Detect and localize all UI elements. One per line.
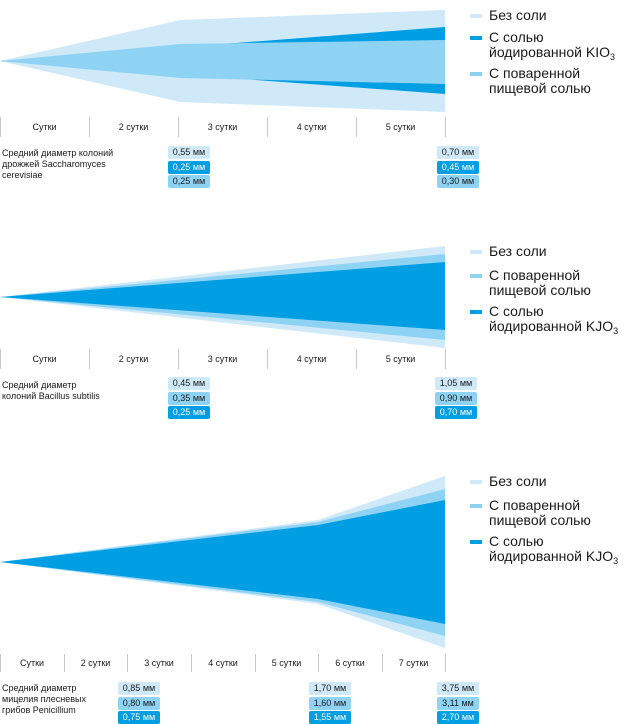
legend-swatch [470,480,482,484]
legend-label: С поваренной пищевой солью [489,65,591,96]
legend-item: Без соли [470,244,636,259]
x-tick-label: 5 сутки [385,122,416,132]
value-label: 3,11 мм [437,696,479,710]
x-tick-label: 4 сутки [296,122,327,132]
legend-swatch [470,274,482,278]
legend-item: Без соли [470,8,636,23]
value-label: 3,75 мм [437,682,479,695]
value-label: 1,70 мм [309,682,351,695]
legend-label: С поваренной пищевой солью [489,497,591,528]
value-label: 0,75 мм [118,711,160,724]
legend-item: Без соли [470,474,636,489]
legend-item: С солью йодированной KJO3 [470,534,636,569]
value-label: 0,35 мм [168,391,210,405]
legend-label: Без соли [489,473,547,489]
x-tick-label: 3 сутки [207,122,238,132]
value-label: 1,05 мм [435,377,477,390]
legend-label: С поваренной пищевой солью [489,267,591,298]
chart-caption: Средний диаметр колоний дрожжей Saccharo… [2,148,114,180]
legend-item: С солью йодированной KIO3 [470,30,636,65]
x-tick-label: Сутки [32,122,57,132]
value-label: 0,85 мм [118,682,160,695]
x-tick-label: 3 сутки [144,658,174,668]
area-iodized-chart2 [0,262,445,330]
x-tick-label: 4 сутки [296,354,327,364]
value-label: 0,25 мм [168,160,210,174]
legend-subscript: 3 [613,556,619,566]
value-label: 2,70 мм [437,711,479,724]
x-tick-label: 2 сутки [118,354,149,364]
value-label: 0,80 мм [118,696,160,710]
value-label: 0,55 мм [168,146,210,159]
x-tick-label: 5 сутки [271,658,302,668]
x-tick-label: Сутки [19,658,45,668]
value-label: 0,90 мм [435,391,477,405]
legend-swatch [470,504,482,508]
legend-label: Без соли [489,7,547,23]
x-tick-label: 5 сутки [385,354,416,364]
value-label: 0,70 мм [437,146,479,159]
area-table-salt-chart1 [0,40,445,84]
x-tick-label: 2 сутки [118,122,149,132]
x-tick-label: 7 сутки [398,658,429,668]
value-label: 0,30 мм [437,175,479,188]
value-label: 1,55 мм [309,711,351,724]
x-tick-label: Сутки [32,354,57,364]
legend-swatch [470,14,482,18]
area-iodized-chart3 [0,500,445,624]
legend-swatch [470,36,482,40]
legend-swatch [470,540,482,544]
value-label: 0,45 мм [168,377,210,390]
chart-caption: Средний диаметр мицелия плесневых грибов… [2,683,86,715]
legend-item: С поваренной пищевой солью [470,268,636,298]
value-label: 0,70 мм [435,406,477,419]
legend-label: С солью йодированной KIO [489,29,611,60]
x-tick-label: 2 сутки [80,658,111,668]
value-label: 0,25 мм [168,406,210,419]
legend-label: Без соли [489,243,547,259]
legend-item: С поваренной пищевой солью [470,498,636,528]
legend-swatch [470,310,482,314]
legend-item: С солью йодированной KJO3 [470,304,636,339]
value-label: 0,25 мм [168,175,210,188]
legend-swatch [470,250,482,254]
chart-caption: Средний диаметр колоний Bacillus subtili… [2,380,100,401]
x-tick-label: 4 сутки [208,658,238,668]
legend-swatch [470,72,482,76]
legend-item: С поваренной пищевой солью [470,66,636,96]
value-label: 1,60 мм [309,696,351,710]
legend-label: С солью йодированной KJO [489,303,614,334]
x-tick-label: 3 сутки [207,354,238,364]
value-label: 0,45 мм [437,160,479,174]
legend-subscript: 3 [610,52,616,62]
legend-subscript: 3 [613,326,619,336]
legend-label: С солью йодированной KJO [489,533,614,564]
x-tick-label: 6 сутки [335,658,365,668]
